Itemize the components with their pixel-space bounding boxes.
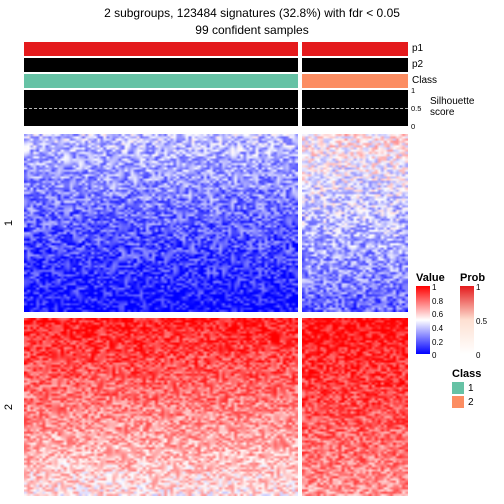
legend-prob-tick: 0.5 — [476, 317, 487, 326]
anno-class — [24, 74, 408, 88]
legend-prob-title: Prob — [460, 272, 485, 284]
legend-prob-tick: 1 — [476, 283, 480, 292]
legend-value: Value 10.80.60.40.20 — [416, 272, 445, 354]
anno-class-seg-1 — [24, 74, 298, 88]
anno-label-p1: p1 — [412, 43, 423, 54]
heatmap-canvas-cluster2-group2 — [302, 318, 408, 496]
sil-tick: 0.5 — [411, 104, 421, 113]
row-label-cluster1: 1 — [3, 220, 15, 226]
anno-p2-seg-1 — [24, 58, 298, 72]
legend-prob-tick: 0 — [476, 351, 480, 360]
sil-tick: 1 — [411, 86, 415, 95]
heatmap-canvas-cluster2-group1 — [24, 318, 298, 496]
legend-prob: Prob 10.50 — [460, 272, 485, 354]
heatmap-row-cluster2 — [24, 318, 408, 496]
silhouette-track — [24, 90, 408, 126]
legend-prob-bar: 10.50 — [460, 286, 474, 354]
legend-class: Class 1 2 — [452, 368, 481, 408]
anno-p1-seg-1 — [24, 42, 298, 56]
plot-area: p1p2Class10.50Silhouettescore12 — [24, 42, 408, 498]
title-line-2: 99 confident samples — [0, 22, 504, 39]
silhouette-label: Silhouettescore — [430, 96, 474, 118]
sil-tick: 0 — [411, 122, 415, 131]
title: 2 subgroups, 123484 signatures (32.8%) w… — [0, 0, 504, 39]
title-line-1: 2 subgroups, 123484 signatures (32.8%) w… — [0, 5, 504, 22]
anno-p1-seg-2 — [302, 42, 408, 56]
silhouette-block-1 — [24, 90, 298, 126]
legend-value-title: Value — [416, 272, 445, 284]
anno-label-p2: p2 — [412, 59, 423, 70]
heatmap-canvas-cluster1-group1 — [24, 134, 298, 312]
anno-p2 — [24, 58, 408, 72]
anno-class-seg-2 — [302, 74, 408, 88]
heatmap-row-cluster1 — [24, 134, 408, 312]
legend-item-label: 2 — [468, 397, 474, 408]
anno-p2-seg-2 — [302, 58, 408, 72]
legend-value-tick: 0 — [432, 351, 436, 360]
legend-item-label: 1 — [468, 383, 474, 394]
legend-class-item: 1 — [452, 382, 481, 394]
legend-value-bar: 10.80.60.40.20 — [416, 286, 430, 354]
heatmap-canvas-cluster1-group2 — [302, 134, 408, 312]
legend-value-tick: 1 — [432, 283, 436, 292]
legend-class-item: 2 — [452, 396, 481, 408]
legend-value-tick: 0.2 — [432, 338, 443, 347]
legend-value-tick: 0.4 — [432, 324, 443, 333]
anno-label-class: Class — [412, 75, 437, 86]
legend-class-title: Class — [452, 368, 481, 380]
anno-p1 — [24, 42, 408, 56]
legend-swatch — [452, 396, 464, 408]
legend-value-tick: 0.8 — [432, 297, 443, 306]
silhouette-block-2 — [302, 90, 408, 126]
row-label-cluster2: 2 — [3, 404, 15, 410]
legend-swatch — [452, 382, 464, 394]
legend-value-tick: 0.6 — [432, 310, 443, 319]
